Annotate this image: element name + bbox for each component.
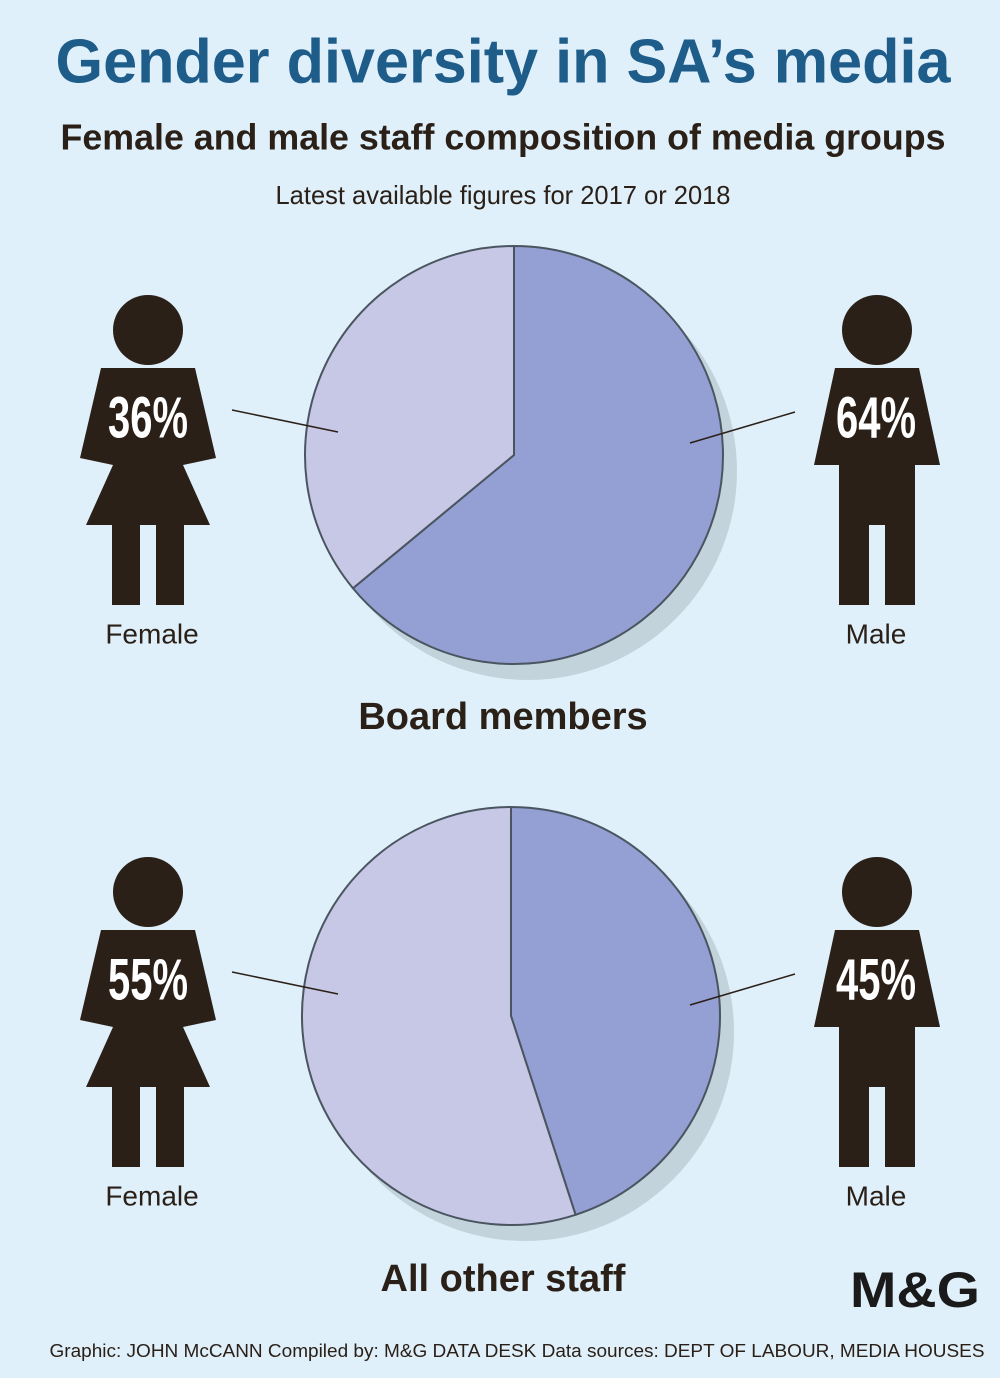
- subtitle: Female and male staff composition of med…: [61, 117, 946, 158]
- chart-title: All other staff: [381, 1258, 626, 1300]
- charts: 36% Female 64% Male Board members 55% Female 45…: [80, 244, 940, 1300]
- pie-slice: [304, 244, 515, 590]
- category-label: Female: [105, 1180, 198, 1211]
- leader-line: [689, 973, 796, 1006]
- leader-line: [689, 411, 796, 444]
- note: Latest available figures for 2017 or 201…: [276, 180, 731, 210]
- value-label: 45%: [836, 947, 916, 1012]
- value-label: 55%: [108, 947, 188, 1012]
- value-label: 64%: [836, 385, 916, 450]
- pie-slice: [301, 805, 577, 1226]
- category-label: Female: [105, 618, 198, 649]
- pie-slice: [351, 244, 724, 665]
- category-label: Male: [846, 618, 907, 649]
- title: Gender diversity in SA’s media: [56, 27, 952, 96]
- credit: Graphic: JOHN McCANN Compiled by: M&G DA…: [50, 1341, 985, 1361]
- value-label: 36%: [108, 385, 188, 450]
- leader-line: [231, 971, 339, 995]
- logo: M&G: [850, 1262, 980, 1318]
- leader-line: [231, 409, 339, 433]
- chart-title: Board members: [358, 696, 647, 738]
- pie-slice: [510, 805, 721, 1217]
- category-label: Male: [846, 1180, 907, 1211]
